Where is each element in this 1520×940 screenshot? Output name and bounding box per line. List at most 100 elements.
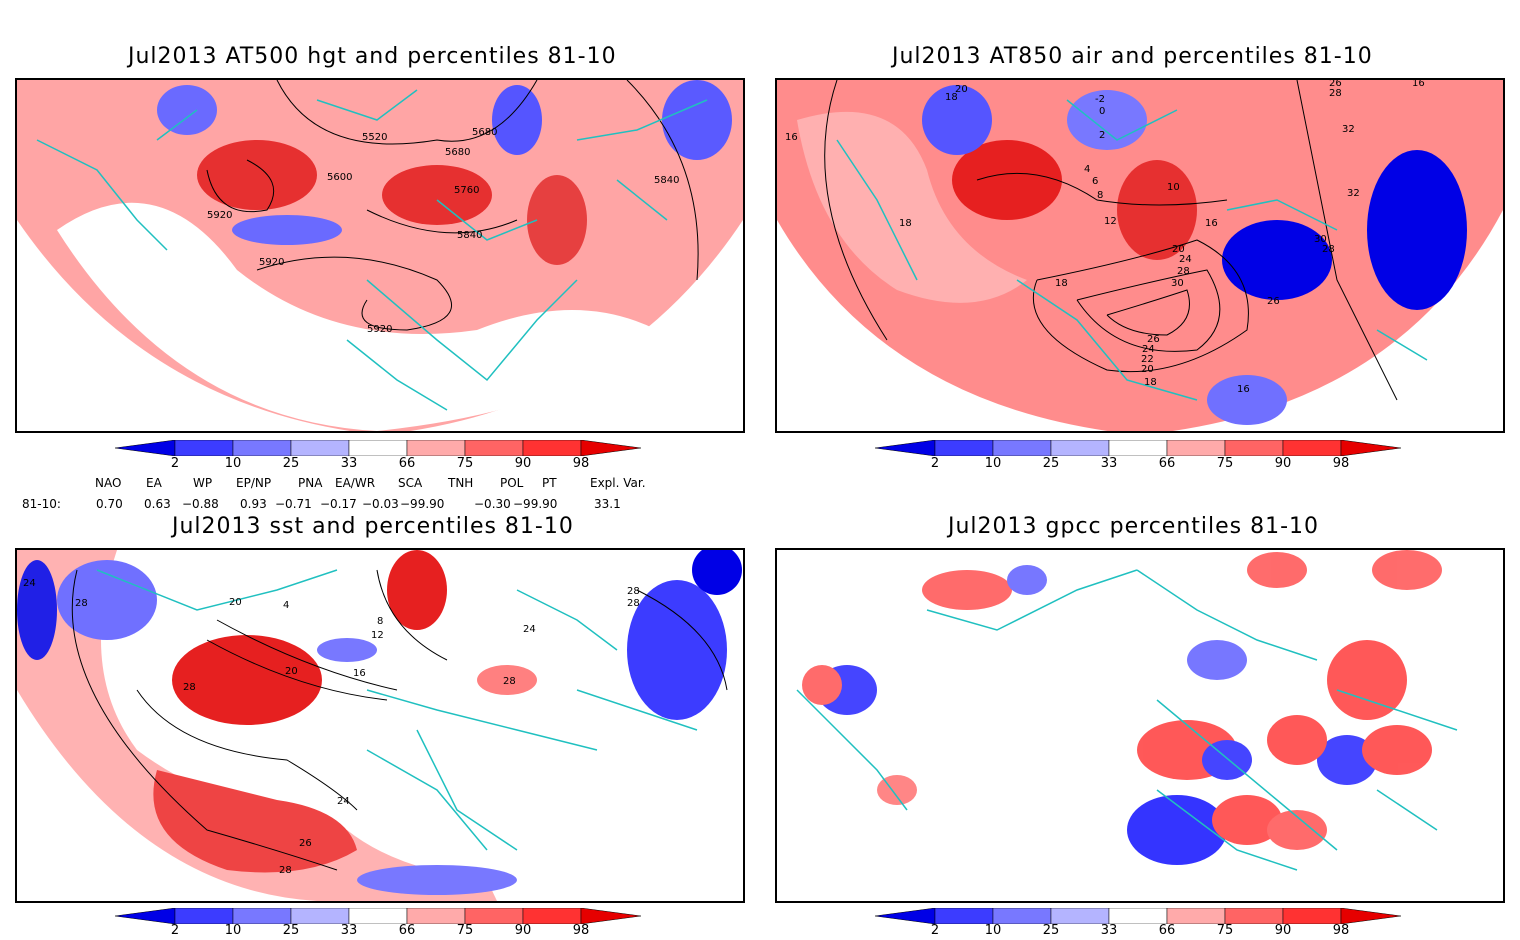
contour-label: 16 (353, 668, 366, 679)
index-value: −0.88 (182, 497, 219, 511)
colorbar-cell (464, 907, 524, 925)
air-map: 20 18 -2 0 2 4 6 8 10 12 16 18 20 24 28 … (775, 78, 1505, 433)
contour-label: 5840 (457, 230, 482, 241)
colorbar-tick: 90 (514, 456, 532, 471)
colorbar-cell (934, 439, 994, 457)
contour-label: 5920 (207, 210, 232, 221)
colorbar-tick: 10 (984, 456, 1002, 471)
colorbar-cell (522, 907, 582, 925)
colorbar-cell (348, 439, 408, 457)
index-value: −0.03 (362, 497, 399, 511)
colorbar-cell (1050, 907, 1110, 925)
contour-label: 5920 (367, 324, 392, 335)
contour-label: 4 (1084, 164, 1090, 175)
colorbar-cell (992, 439, 1052, 457)
contour-label: 6 (1092, 176, 1098, 187)
colorbar-cell (874, 439, 936, 457)
colorbar-tick: 33 (340, 456, 358, 471)
colorbar-tick: 98 (1332, 456, 1350, 471)
index-header: EP/NP (236, 476, 272, 490)
contour-label: 5840 (654, 175, 679, 186)
index-header: SCA (398, 476, 423, 490)
contour-label: 28 (75, 598, 88, 609)
colorbar-cell (934, 907, 994, 925)
colorbar-tick: 2 (930, 456, 940, 471)
hgt-map-canvas: 5520 5680 5680 5600 5760 5840 5920 5920 … (17, 80, 743, 431)
sst-map-canvas: 24 28 20 4 8 12 16 20 28 24 28 28 24 28 … (17, 550, 742, 901)
colorbar-cell (114, 439, 176, 457)
colorbar-cell (1108, 907, 1168, 925)
index-header: WP (193, 476, 213, 490)
colorbar-cell (1050, 439, 1110, 457)
colorbar-tick: 10 (224, 456, 242, 471)
colorbar-cell (1282, 439, 1342, 457)
colorbar-tick: 98 (572, 456, 590, 471)
colorbar-tick: 25 (282, 923, 300, 938)
colorbar-cell (1166, 439, 1226, 457)
contour-label: 24 (1142, 344, 1155, 355)
contour-label: 26 (1267, 296, 1280, 307)
air-panel-title: Jul2013 AT850 air and percentiles 81-10 (892, 44, 1373, 69)
contour-label: 26 (1147, 334, 1160, 345)
colorbar-cell (1282, 907, 1342, 925)
colorbar-tick: 75 (1216, 456, 1234, 471)
colorbar-tick: 75 (456, 923, 474, 938)
index-header: PNA (298, 476, 323, 490)
index-value: −0.30 (474, 497, 511, 511)
contour-label: 5520 (362, 132, 387, 143)
colorbar-cell (114, 907, 176, 925)
colorbar-tick: 66 (1158, 456, 1176, 471)
colorbar-tick: 98 (572, 923, 590, 938)
index-value: 0.63 (144, 497, 171, 511)
contour-label: 32 (1342, 124, 1355, 135)
hgt-colorbar: 2 10 25 33 66 75 90 98 (114, 439, 645, 472)
colorbar-graphic (114, 439, 642, 457)
contour-label: 5600 (327, 172, 352, 183)
contour-label: 26 (299, 838, 312, 849)
contour-label: 24 (1179, 254, 1192, 265)
contour-label: 28 (279, 865, 292, 876)
index-row-label: 81-10: (22, 497, 61, 511)
colorbar-tick: 2 (930, 923, 940, 938)
colorbar-cell (174, 907, 234, 925)
colorbar-graphic (874, 439, 1402, 457)
index-value: −0.17 (320, 497, 357, 511)
contour-label: 24 (523, 624, 536, 635)
contour-label: 5760 (454, 185, 479, 196)
index-header: POL (500, 476, 524, 490)
colorbar-tick: 75 (1216, 923, 1234, 938)
colorbar-cell (1340, 907, 1402, 925)
contour-label: 28 (1329, 88, 1342, 99)
index-value: 33.1 (594, 497, 621, 511)
colorbar-tick: 33 (1100, 456, 1118, 471)
index-header: NAO (95, 476, 122, 490)
colorbar-cell (1166, 907, 1226, 925)
colorbar-cell (580, 907, 642, 925)
colorbar-tick: 75 (456, 456, 474, 471)
index-value: 0.93 (240, 497, 267, 511)
colorbar-cell (1340, 439, 1402, 457)
contour-label: 28 (627, 586, 640, 597)
contour-label: 4 (283, 600, 289, 611)
sst-map: 24 28 20 4 8 12 16 20 28 24 28 28 24 28 … (15, 548, 745, 903)
contour-label: 18 (899, 218, 912, 229)
gpcc-colorbar: 2 10 25 33 66 75 90 98 (874, 907, 1405, 940)
contour-label: 20 (229, 597, 242, 608)
colorbar-tick: 90 (1274, 923, 1292, 938)
contour-label: 12 (371, 630, 384, 641)
colorbar-tick: 33 (1100, 923, 1118, 938)
contour-label: 18 (1055, 278, 1068, 289)
index-value: −99.90 (513, 497, 558, 511)
colorbar-tick: 10 (984, 923, 1002, 938)
gpcc-panel-title: Jul2013 gpcc percentiles 81-10 (948, 514, 1320, 539)
contour-label: 28 (503, 676, 516, 687)
colorbar-cell (464, 439, 524, 457)
hgt-panel-title: Jul2013 AT500 hgt and percentiles 81-10 (128, 44, 617, 69)
colorbar-tick: 10 (224, 923, 242, 938)
colorbar-cell (522, 439, 582, 457)
colorbar-tick: 66 (398, 456, 416, 471)
colorbar-tick: 98 (1332, 923, 1350, 938)
contour-label: 20 (1172, 244, 1185, 255)
contour-label: 22 (1141, 354, 1154, 365)
contour-label: 18 (945, 92, 958, 103)
